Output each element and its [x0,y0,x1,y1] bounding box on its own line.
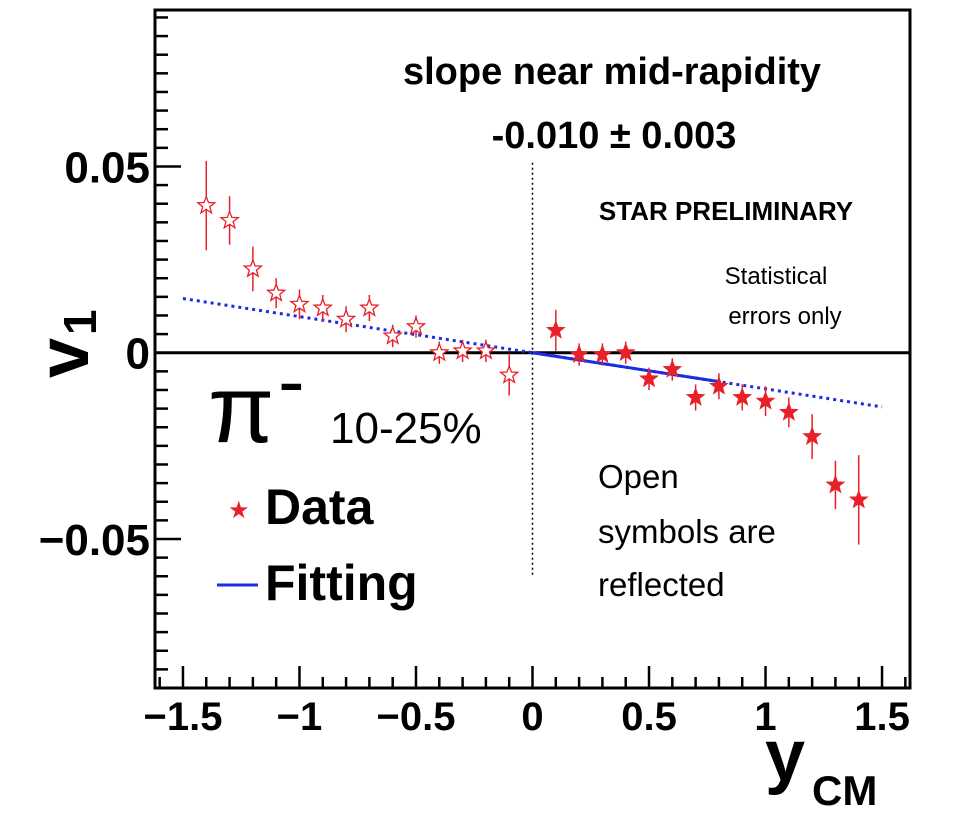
data-point [685,387,706,406]
x-axis-title: y CM [765,716,877,814]
reflected-point [359,297,380,317]
data-point [825,474,846,494]
reflected-point [452,340,473,360]
legend: ★ Data Fitting [217,479,418,611]
data-point [755,390,776,410]
x-tick-label: 1 [754,695,776,739]
data-point [778,401,799,421]
preliminary-label: STAR PRELIMINARY [599,196,853,226]
reflected-point [265,282,287,302]
y-tick-label: −0.05 [39,516,150,565]
fit-solid-line [532,351,720,384]
data-point [732,387,753,406]
plot-frame [153,8,912,690]
data-point [639,368,659,388]
reflected-point [428,341,450,362]
particle-symbol: π [208,356,274,463]
y-axis-label-sub: 1 [54,309,106,335]
reflected-point [475,340,497,360]
reflected-point [219,209,240,230]
open-note-line1: Open [598,458,679,495]
data-point [592,344,613,364]
data-point [802,426,823,445]
reflected-point [312,297,334,317]
legend-data-label: Data [265,479,375,535]
x-tick-label: −1.5 [143,695,222,739]
slope-title: slope near mid-rapidity [403,51,821,93]
legend-fitting-label: Fitting [265,555,418,611]
x-tick-label: 0 [521,695,543,739]
reflected-point [195,194,217,215]
data-point [848,489,869,509]
particle-charge: - [278,336,305,425]
reflected-point [382,325,404,345]
x-axis-label: y [765,716,805,796]
y-tick-label: 0 [126,330,150,379]
stat-errors-line1: Statistical [725,263,828,290]
reflected-point [242,258,264,278]
y-tick-label: 0.05 [64,143,150,192]
data-point [569,344,590,364]
data-point [709,375,729,395]
x-tick-label: −0.5 [377,695,456,739]
y-axis-title: v 1 [24,309,106,378]
reflected-point [498,364,520,384]
reflected-point [289,293,310,314]
x-tick-label: 0.5 [621,695,677,739]
data-point [662,359,683,378]
legend-data-marker: ★ [228,497,250,524]
reflected-point [335,308,357,328]
x-tick-label: −1 [277,695,323,739]
stat-errors-line2: errors only [728,303,841,330]
reflected-point [405,315,427,336]
centrality-label: 10-25% [330,404,482,453]
data-point [615,342,636,362]
open-note-line2: symbols are [598,513,776,550]
slope-value: -0.010 ± 0.003 [492,115,737,157]
data-point [545,319,566,339]
x-axis-label-sub: CM [812,767,877,814]
x-tick-label: 1.5 [854,695,910,739]
open-note-line3: reflected [598,566,725,603]
y-axis-label: v [24,338,104,378]
